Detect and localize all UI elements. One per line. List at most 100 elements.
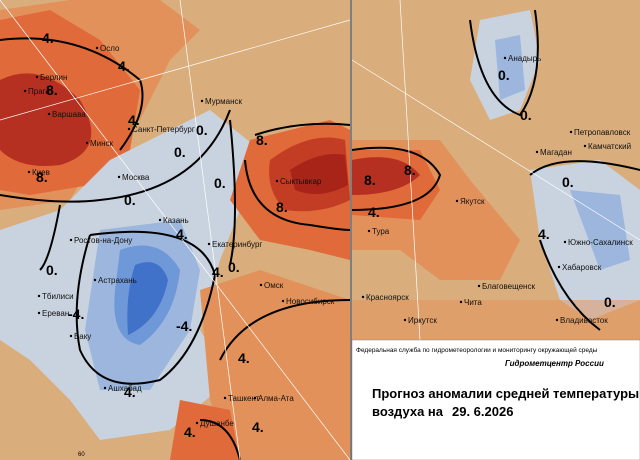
left-map [0, 0, 350, 460]
city-label: Ашхабад [108, 384, 142, 393]
city-label: Магадан [540, 148, 572, 157]
right-map [352, 0, 640, 340]
city-dot [259, 283, 263, 287]
contour-label: 4. [538, 226, 550, 242]
contour-label: 4. [252, 419, 264, 435]
city-dot [563, 240, 567, 244]
city-label: Камчатский [588, 142, 631, 151]
contour-label: 8. [46, 82, 58, 98]
city-dot [555, 318, 559, 322]
city-label: Москва [122, 173, 150, 182]
city-dot [403, 318, 407, 322]
city-label: Санкт-Петербург [132, 125, 195, 134]
city-label: Сыктывкар [280, 177, 322, 186]
contour-label: 8. [256, 132, 268, 148]
title-line1: Прогноз аномалии средней температуры [372, 386, 639, 401]
city-label: Петропавловск [574, 128, 631, 137]
date: 29. 6.2026 [452, 404, 513, 419]
contour-label: 4. [128, 112, 140, 128]
contour-label: -4. [68, 306, 84, 322]
city-dot [223, 396, 227, 400]
city-label: Тбилиси [42, 292, 74, 301]
city-dot [37, 294, 41, 298]
edge-label: 60 [78, 452, 85, 458]
city-dot [27, 170, 31, 174]
agency: Федеральная служба по гидрометеорологии … [356, 346, 598, 354]
contour-label: 0. [196, 122, 208, 138]
city-label: Алма-Ата [258, 394, 294, 403]
contour-label: 0. [174, 144, 186, 160]
contour-label: 8. [404, 162, 416, 178]
city-dot [477, 284, 481, 288]
city-dot [200, 99, 204, 103]
contour-label: 8. [36, 169, 48, 185]
city-dot [569, 130, 573, 134]
city-label: Новосибирск [286, 297, 335, 306]
city-label: Ростов-на-Дону [74, 236, 132, 245]
city-label: Чита [464, 298, 482, 307]
contour-label: 8. [276, 199, 288, 215]
city-dot [455, 199, 459, 203]
city-label: Минск [90, 139, 114, 148]
city-dot [503, 56, 507, 60]
city-label: Берлин [40, 73, 67, 82]
city-dot [85, 141, 89, 145]
city-dot [281, 299, 285, 303]
city-label: Баку [74, 332, 91, 341]
contour-label: 4. [176, 226, 188, 242]
contour-label: -4. [176, 318, 192, 334]
contour-label: 0. [46, 262, 58, 278]
city-label: Астрахань [98, 276, 137, 285]
city-label: Якутск [460, 197, 485, 206]
contour-label: 0. [228, 259, 240, 275]
city-label: Осло [100, 44, 120, 53]
city-label: Владивосток [560, 316, 608, 325]
contour-label: 4. [42, 30, 54, 46]
city-label: Мурманск [205, 97, 242, 106]
contour-label: 4. [124, 384, 136, 400]
city-label: Казань [163, 216, 189, 225]
contour-label: 4. [184, 424, 196, 440]
labels: Осло Берлин Прага Варшава Минск Киев Санкт-Пет… [23, 30, 633, 458]
city-label: Хабаровск [562, 263, 602, 272]
city-dot [103, 386, 107, 390]
contour-label: 8. [364, 172, 376, 188]
city-dot [37, 311, 41, 315]
city-dot [23, 89, 27, 93]
city-label: Красноярск [366, 293, 409, 302]
contour-label: 0. [124, 192, 136, 208]
city-dot [367, 229, 371, 233]
city-dot [253, 396, 257, 400]
city-dot [459, 300, 463, 304]
city-dot [47, 112, 51, 116]
contour-label: 0. [604, 294, 616, 310]
contour-label: 0. [562, 174, 574, 190]
city-dot [583, 144, 587, 148]
city-dot [275, 179, 279, 183]
city-dot [535, 150, 539, 154]
city-label: Омск [264, 281, 284, 290]
contour-label: 4. [368, 204, 380, 220]
city-dot [69, 238, 73, 242]
contour-label: 0. [498, 67, 510, 83]
contour-label: 4. [118, 58, 130, 74]
city-dot [35, 75, 39, 79]
city-label: Варшава [52, 110, 86, 119]
city-label: Южно-Сахалинск [568, 238, 633, 247]
city-dot [195, 421, 199, 425]
city-dot [117, 175, 121, 179]
city-dot [207, 242, 211, 246]
city-dot [127, 127, 131, 131]
city-dot [69, 334, 73, 338]
city-label: Ереван [42, 309, 69, 318]
title-line2: воздуха на [372, 404, 444, 419]
city-label: Благовещенск [482, 282, 535, 291]
city-label: Анадырь [508, 54, 541, 63]
info-box [351, 339, 640, 460]
city-label: Душанбе [200, 419, 234, 428]
city-dot [361, 295, 365, 299]
city-label: Екатеринбург [212, 240, 262, 249]
city-dot [93, 278, 97, 282]
city-label: Тура [372, 227, 390, 236]
center: Гидрометцентр России [505, 359, 604, 368]
